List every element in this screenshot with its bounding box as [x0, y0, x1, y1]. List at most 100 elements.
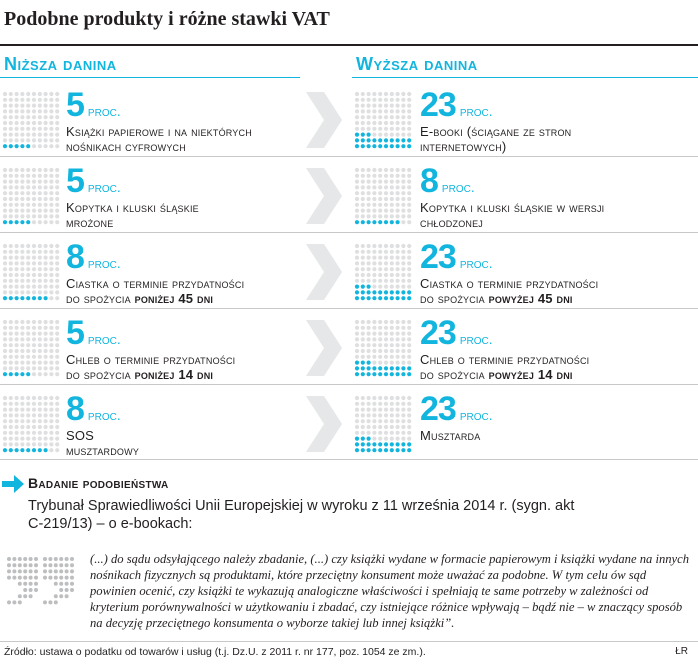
- right-rate-value: 8 proc.: [420, 164, 475, 198]
- case-heading: Badanie podobieństwa: [28, 475, 169, 491]
- description-line-2: do spożycia powyżej 45 dni: [420, 291, 598, 306]
- row-divider: [0, 156, 698, 157]
- right-rate-dot-grid: [354, 243, 412, 301]
- description-line-2: nośnikach cyfrowych: [66, 139, 252, 154]
- left-rate-number: 8: [66, 390, 85, 428]
- description-line-1: Chleb o terminie przydatności: [420, 352, 590, 367]
- chevron-right-arrow-icon: [306, 168, 342, 224]
- right-rate-dot-grid: [354, 91, 412, 149]
- lower-rate-heading: Niższa danina: [4, 54, 117, 74]
- higher-rate-rule: [352, 77, 698, 78]
- comparison-row: 5 proc. Książki papierowe i na niektórych n…: [0, 82, 698, 156]
- higher-rate-heading: Wyższa danina: [356, 54, 478, 74]
- description-line-1: Kopytka i kluski śląskie w wersji: [420, 200, 605, 215]
- chevron-right-arrow-icon: [306, 92, 342, 148]
- right-product-description: Kopytka i kluski śląskie w wersji chłodzo…: [420, 200, 604, 230]
- left-rate-unit: proc.: [87, 179, 121, 195]
- description-line-1: Ciastka o terminie przydatności: [420, 276, 599, 291]
- right-rate-unit: proc.: [441, 179, 475, 195]
- right-rate-dots: [354, 167, 412, 225]
- left-rate-dot-grid: [2, 243, 60, 301]
- case-description: Trybunał Sprawiedliwości Unii Europejski…: [28, 498, 575, 532]
- description-line-1: Musztarda: [420, 428, 481, 443]
- left-rate-unit: proc.: [87, 331, 121, 347]
- right-rate-value: 23 proc.: [420, 316, 493, 350]
- source-note: Źródło: ustawa o podatku od towarów i us…: [4, 646, 426, 658]
- quote-mark-icon: [7, 557, 74, 605]
- description-line-2-text: internetowych): [420, 139, 507, 154]
- left-rate-value: 5 proc.: [66, 88, 121, 122]
- left-rate-dots: [2, 395, 60, 453]
- right-rate-number: 23: [420, 86, 457, 124]
- description-line-2-text: do spożycia: [66, 291, 135, 306]
- description-line-2-text: do spożycia: [420, 291, 489, 306]
- left-rate-number: 5: [66, 314, 85, 352]
- comparison-row: 5 proc. Chleb o terminie przydatności do sp…: [0, 310, 698, 384]
- right-rate-dots: [354, 395, 412, 453]
- description-line-1: Ciastka o terminie przydatności: [66, 276, 245, 291]
- right-rate-number: 8: [420, 162, 439, 200]
- row-divider: [0, 384, 698, 385]
- page-title: Podobne produkty i różne stawki VAT: [4, 8, 330, 30]
- right-rate-unit: proc.: [459, 407, 493, 423]
- left-rate-unit: proc.: [87, 103, 121, 119]
- description-line-2-text: nośnikach cyfrowych: [66, 139, 186, 154]
- left-rate-number: 5: [66, 162, 85, 200]
- right-rate-number: 23: [420, 314, 457, 352]
- title-divider: [0, 44, 698, 46]
- description-line-2-text: chłodzonej: [420, 215, 484, 230]
- description-line-2: musztardowy: [66, 443, 139, 458]
- description-line-2-text: mrożone: [66, 215, 114, 230]
- left-rate-number: 5: [66, 86, 85, 124]
- right-rate-unit: proc.: [459, 103, 493, 119]
- right-rate-dot-grid: [354, 167, 412, 225]
- left-rate-value: 8 proc.: [66, 392, 121, 426]
- description-line-1: Kopytka i kluski śląskie: [66, 200, 199, 215]
- description-line-2-text: do spożycia: [66, 367, 135, 382]
- description-emphasis: powyżej 45 dni: [488, 291, 573, 306]
- chevron-right-arrow-icon: [306, 396, 342, 452]
- right-rate-unit: proc.: [459, 331, 493, 347]
- row-divider: [0, 308, 698, 309]
- description-line-1: Książki papierowe i na niektórych: [66, 124, 252, 139]
- right-rate-unit: proc.: [459, 255, 493, 271]
- left-rate-dots: [2, 319, 60, 377]
- left-product-description: Chleb o terminie przydatności do spożycia…: [66, 352, 235, 382]
- right-rate-value: 23 proc.: [420, 88, 493, 122]
- footer-divider: [0, 641, 698, 642]
- right-rate-value: 23 proc.: [420, 240, 493, 274]
- chevron-right-arrow-icon: [306, 244, 342, 300]
- right-product-description: E-booki (ściągane ze stron internetowych): [420, 124, 571, 154]
- right-rate-dots: [354, 91, 412, 149]
- section-divider: [0, 459, 698, 460]
- comparison-row: 5 proc. Kopytka i kluski śląskie mrożone 8 pr…: [0, 158, 698, 232]
- row-divider: [0, 232, 698, 233]
- description-line-1: Chleb o terminie przydatności: [66, 352, 236, 367]
- left-rate-unit: proc.: [87, 407, 121, 423]
- left-product-description: Kopytka i kluski śląskie mrożone: [66, 200, 199, 230]
- description-emphasis: poniżej 45 dni: [134, 291, 214, 306]
- description-line-2: do spożycia poniżej 45 dni: [66, 291, 244, 306]
- description-emphasis: powyżej 14 dni: [488, 367, 573, 382]
- right-rate-number: 23: [420, 390, 457, 428]
- left-rate-dot-grid: [2, 167, 60, 225]
- left-product-description: Książki papierowe i na niektórych nośnika…: [66, 124, 252, 154]
- right-rate-dots: [354, 243, 412, 301]
- description-line-1: SOS: [66, 428, 95, 443]
- description-line-2: do spożycia poniżej 14 dni: [66, 367, 235, 382]
- comparison-row: 8 proc. SOS musztardowy 23 proc. Musztarda: [0, 386, 698, 460]
- right-rate-dots: [354, 319, 412, 377]
- left-rate-dot-grid: [2, 91, 60, 149]
- lower-rate-rule: [0, 77, 300, 78]
- right-product-description: Chleb o terminie przydatności do spożycia…: [420, 352, 589, 382]
- left-rate-dot-grid: [2, 319, 60, 377]
- right-rate-dot-grid: [354, 319, 412, 377]
- left-rate-dots: [2, 167, 60, 225]
- left-rate-value: 8 proc.: [66, 240, 121, 274]
- description-line-2-text: musztardowy: [66, 443, 140, 458]
- description-line-2-text: do spożycia: [420, 367, 489, 382]
- left-rate-value: 5 proc.: [66, 316, 121, 350]
- comparison-row: 8 proc. Ciastka o terminie przydatności do …: [0, 234, 698, 308]
- right-product-description: Ciastka o terminie przydatności do spożyc…: [420, 276, 598, 306]
- left-rate-dots: [2, 243, 60, 301]
